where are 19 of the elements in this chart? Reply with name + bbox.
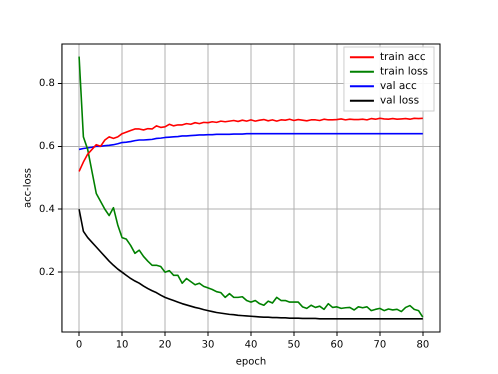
x-tick-label: 60	[330, 340, 344, 351]
x-tick-label: 40	[244, 340, 258, 351]
x-tick-label: 0	[76, 340, 82, 351]
x-tick-label: 80	[416, 340, 430, 351]
y-tick-label: 0.2	[38, 266, 55, 278]
legend-label: val loss	[380, 94, 420, 106]
x-tick-label: 10	[116, 340, 128, 351]
legend-label: train acc	[380, 50, 426, 63]
legend-label: train loss	[380, 65, 428, 78]
y-tick-label: 0.4	[38, 204, 55, 215]
y-axis-title: acc-loss	[22, 168, 34, 208]
x-tick-label: 20	[158, 340, 172, 351]
y-tick-label: 0.6	[38, 140, 55, 152]
y-tick-label: 0.8	[38, 78, 55, 89]
x-axis-title: epoch	[236, 356, 266, 368]
x-tick-label: 30	[202, 340, 214, 351]
x-tick-label: 70	[373, 340, 386, 351]
x-tick-label: 50	[288, 340, 300, 351]
legend-label: val acc	[380, 80, 418, 92]
